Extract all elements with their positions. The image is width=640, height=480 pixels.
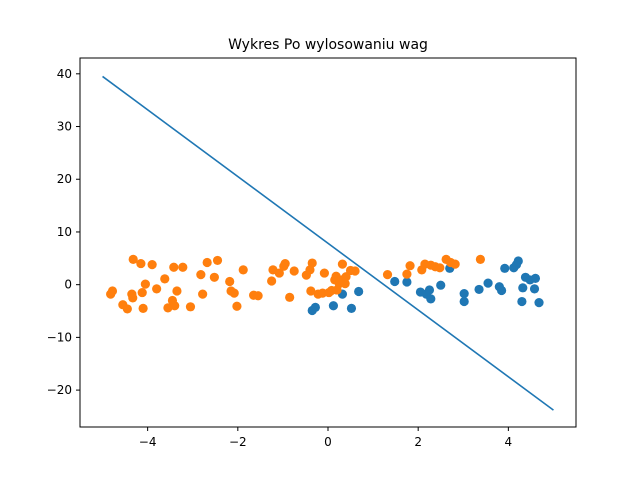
scatter-point bbox=[426, 294, 436, 304]
scatter-point bbox=[209, 272, 219, 282]
scatter-point bbox=[212, 255, 223, 266]
scatter-point bbox=[238, 265, 248, 275]
scatter-point bbox=[390, 276, 400, 287]
scatter-point bbox=[138, 303, 148, 313]
x-tick-label: −2 bbox=[229, 435, 247, 449]
scatter-point bbox=[534, 297, 544, 308]
scatter-point bbox=[160, 274, 170, 284]
scatter-point bbox=[405, 261, 415, 271]
scatter-point bbox=[307, 258, 317, 268]
scatter-point bbox=[483, 278, 493, 288]
y-tick-label: −10 bbox=[47, 330, 72, 344]
scatter-point bbox=[497, 285, 507, 296]
scatter-point bbox=[202, 257, 212, 268]
scatter-point bbox=[459, 289, 469, 299]
scatter-point bbox=[136, 258, 146, 269]
scatter-point bbox=[128, 254, 138, 264]
y-tick-label: 40 bbox=[57, 67, 72, 81]
scatter-point bbox=[435, 263, 445, 273]
scatter-point bbox=[172, 286, 182, 296]
scatter-point bbox=[229, 288, 239, 298]
scatter-point bbox=[185, 302, 196, 312]
scatter-point bbox=[346, 303, 357, 313]
scatter-point bbox=[350, 266, 360, 276]
x-tick-label: 0 bbox=[324, 435, 332, 449]
scatter-point bbox=[170, 301, 180, 311]
scatter-point bbox=[152, 284, 162, 294]
x-tick-label: 2 bbox=[414, 435, 422, 449]
scatter-point bbox=[285, 292, 295, 302]
scatter-point bbox=[517, 296, 527, 307]
scatter-point bbox=[513, 256, 523, 266]
scatter-point bbox=[475, 254, 486, 264]
series-line bbox=[102, 75, 554, 411]
scatter-point bbox=[107, 286, 118, 296]
scatter-point bbox=[225, 276, 235, 287]
scatter-point bbox=[500, 263, 510, 273]
scatter-point bbox=[450, 259, 460, 269]
scatter-point bbox=[122, 304, 132, 314]
y-tick-label: 10 bbox=[57, 225, 72, 239]
y-tick-label: −20 bbox=[47, 383, 72, 397]
scatter-point bbox=[253, 291, 263, 301]
y-tick-label: 0 bbox=[64, 278, 72, 292]
scatter-point bbox=[306, 286, 316, 296]
scatter-point bbox=[128, 293, 138, 303]
chart-title: Wykres Po wylosowaniu wag bbox=[228, 37, 428, 53]
scatter-point bbox=[274, 268, 284, 278]
y-tick-label: 20 bbox=[57, 172, 72, 186]
scatter-point bbox=[340, 279, 350, 289]
scatter-point bbox=[147, 260, 157, 270]
scatter-point bbox=[310, 302, 320, 312]
scatter-point bbox=[140, 279, 150, 289]
scatter-point bbox=[196, 270, 206, 280]
scatter-point bbox=[402, 277, 412, 287]
scatter-point bbox=[280, 258, 290, 269]
scatter-point bbox=[137, 287, 147, 298]
scatter-point bbox=[169, 262, 179, 272]
scatter-point bbox=[402, 269, 412, 279]
scatter-point bbox=[232, 301, 242, 311]
y-tick-label: 30 bbox=[57, 120, 72, 134]
scatter-point bbox=[518, 283, 528, 293]
scatter-point bbox=[459, 296, 469, 307]
scatter-point bbox=[328, 301, 339, 311]
scatter-point bbox=[178, 262, 188, 272]
scatter-point bbox=[267, 276, 277, 286]
scatter-point bbox=[354, 286, 364, 297]
scatter-point bbox=[529, 284, 540, 294]
scatter-point bbox=[337, 259, 348, 269]
scatter-point bbox=[436, 280, 446, 290]
scatter-point bbox=[382, 270, 393, 280]
scatter-point bbox=[424, 285, 435, 295]
x-tick-label: 4 bbox=[505, 435, 513, 449]
scatter-point bbox=[530, 273, 541, 283]
x-tick-label: −4 bbox=[139, 435, 157, 449]
scatter-point bbox=[319, 268, 329, 278]
scatter-point bbox=[474, 284, 484, 295]
scatter-point bbox=[289, 266, 299, 276]
scatter-point bbox=[198, 289, 208, 299]
